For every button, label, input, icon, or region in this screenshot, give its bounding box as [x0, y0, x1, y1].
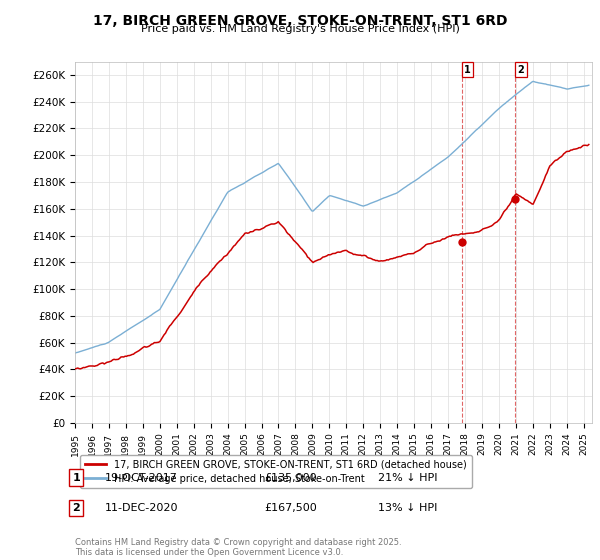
Text: 19-OCT-2017: 19-OCT-2017: [105, 473, 178, 483]
Text: £167,500: £167,500: [264, 503, 317, 513]
Text: 17, BIRCH GREEN GROVE, STOKE-ON-TRENT, ST1 6RD: 17, BIRCH GREEN GROVE, STOKE-ON-TRENT, S…: [93, 14, 507, 28]
Text: £135,000: £135,000: [264, 473, 317, 483]
Text: 1: 1: [464, 64, 471, 74]
Text: 13% ↓ HPI: 13% ↓ HPI: [378, 503, 437, 513]
Text: Price paid vs. HM Land Registry's House Price Index (HPI): Price paid vs. HM Land Registry's House …: [140, 24, 460, 34]
Text: 2: 2: [518, 64, 524, 74]
Legend: 17, BIRCH GREEN GROVE, STOKE-ON-TRENT, ST1 6RD (detached house), HPI: Average pr: 17, BIRCH GREEN GROVE, STOKE-ON-TRENT, S…: [80, 455, 472, 488]
Text: 21% ↓ HPI: 21% ↓ HPI: [378, 473, 437, 483]
Text: Contains HM Land Registry data © Crown copyright and database right 2025.
This d: Contains HM Land Registry data © Crown c…: [75, 538, 401, 557]
Text: 11-DEC-2020: 11-DEC-2020: [105, 503, 179, 513]
Text: 2: 2: [73, 503, 80, 513]
Text: 1: 1: [73, 473, 80, 483]
